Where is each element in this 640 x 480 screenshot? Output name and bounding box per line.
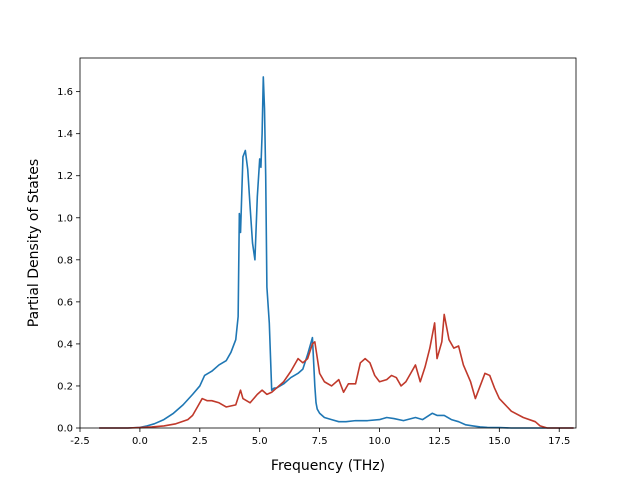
- y-axis-ticks: 0.0 0.2 0.4 0.6 0.8 1.0 1.2 1.4 1.6: [57, 87, 80, 435]
- x-tick-label: 17.5: [548, 436, 570, 447]
- y-tick-label: 0.2: [57, 381, 73, 392]
- y-tick-label: 1.0: [57, 213, 73, 224]
- y-tick-label: 1.6: [57, 87, 73, 98]
- plot-area: [80, 58, 576, 428]
- x-axis-title: Frequency (THz): [271, 458, 385, 474]
- x-tick-label: 5.0: [252, 436, 268, 447]
- plot-frame: [79, 57, 577, 429]
- x-tick-label: 0.0: [132, 436, 148, 447]
- y-tick-label: 1.2: [57, 171, 73, 182]
- series-layer: [99, 76, 574, 429]
- x-tick-label: 2.5: [192, 436, 208, 447]
- y-axis-title: Partial Density of States: [26, 159, 42, 327]
- x-tick-label: -2.5: [70, 436, 90, 447]
- x-tick-label: 12.5: [428, 436, 450, 447]
- series-line-0: [99, 76, 574, 429]
- x-tick-label: 10.0: [368, 436, 390, 447]
- y-tick-label: 0.8: [57, 255, 73, 266]
- x-tick-label: 15.0: [488, 436, 510, 447]
- y-tick-label: 0.0: [57, 424, 73, 435]
- series-line-1: [99, 313, 574, 429]
- y-tick-label: 0.4: [57, 339, 73, 350]
- x-axis-ticks: -2.5 0.0 2.5 5.0 7.5 10.0 12.5 15.0 17.5: [70, 428, 570, 447]
- y-tick-label: 1.4: [57, 129, 73, 140]
- y-tick-label: 0.6: [57, 297, 73, 308]
- x-tick-label: 7.5: [312, 436, 328, 447]
